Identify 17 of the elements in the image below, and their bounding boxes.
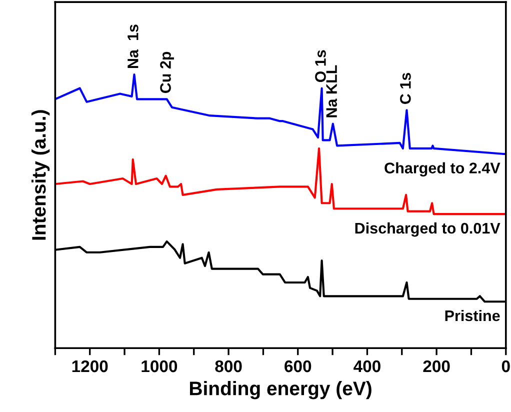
series-label: Discharged to 0.01V: [355, 222, 500, 237]
x-tick-label: 1200: [72, 360, 108, 372]
x-tick-label: 800: [215, 360, 242, 372]
annotation: Cu 2p: [160, 52, 174, 93]
annotation: Na 1s: [128, 24, 138, 68]
annotation: O 1s: [315, 50, 326, 82]
x-tick-label: 200: [423, 360, 450, 372]
x-tick-label: 600: [284, 360, 312, 372]
x-axis-title: Binding energy (eV): [190, 381, 372, 400]
annotation: C 1s: [400, 72, 411, 104]
x-tick-label: 0: [502, 360, 510, 372]
y-axis-title: Intensity (a.u.): [32, 110, 50, 240]
series-label: Pristine: [445, 310, 500, 322]
x-tick-label: 400: [354, 360, 380, 372]
annotation: Na KLL: [326, 65, 337, 118]
series-label: Charged to 2.4V: [384, 162, 500, 177]
x-tick-label: 1000: [142, 360, 178, 372]
